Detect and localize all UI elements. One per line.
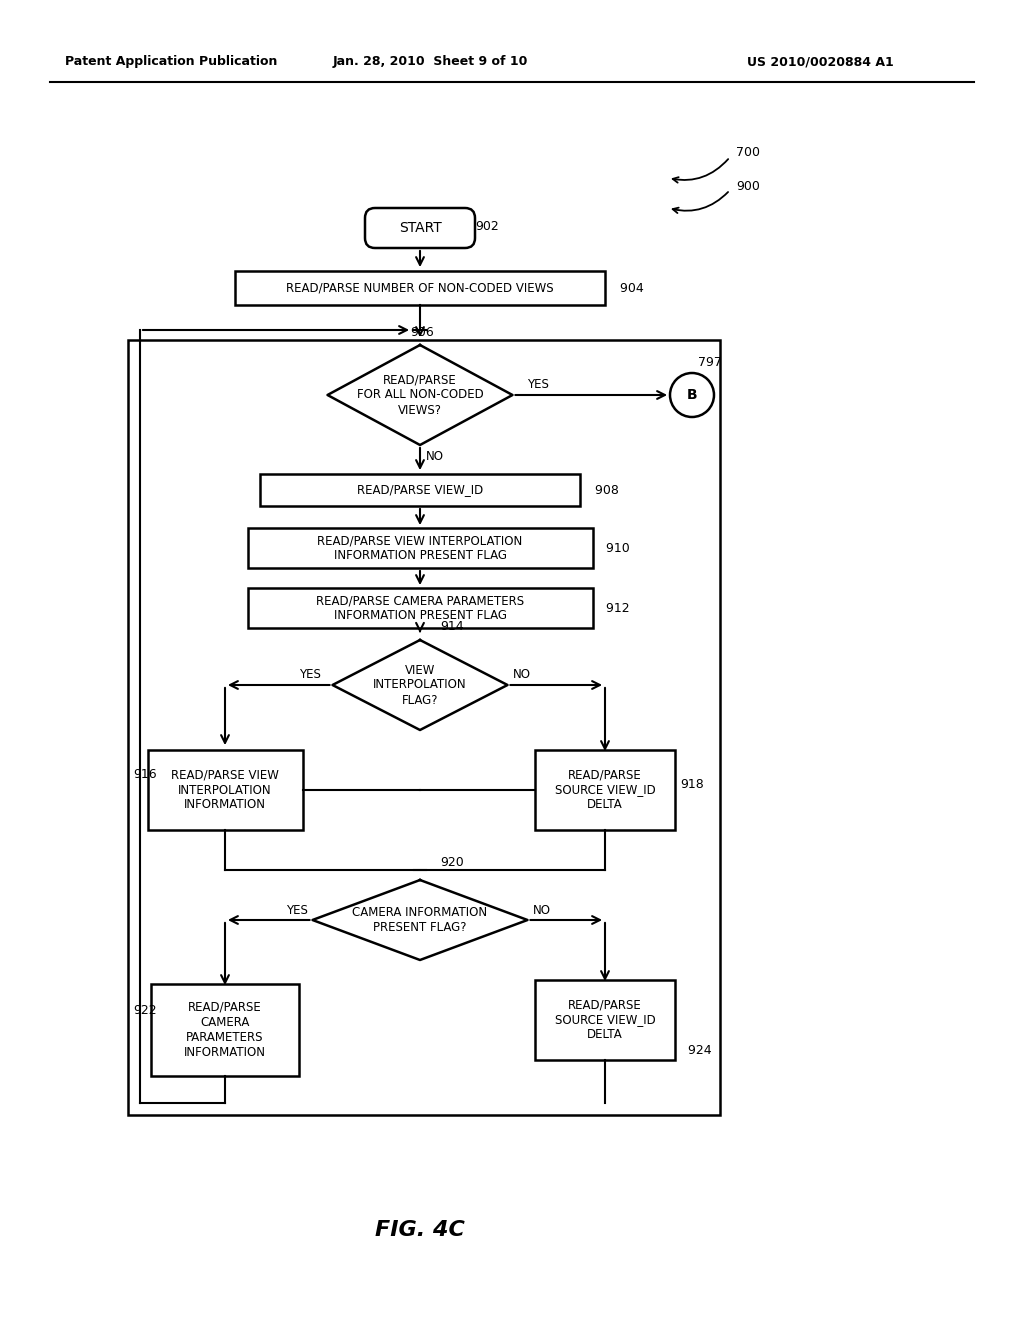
Text: 797: 797 [698,356,722,370]
FancyBboxPatch shape [248,528,593,568]
Text: READ/PARSE
SOURCE VIEW_ID
DELTA: READ/PARSE SOURCE VIEW_ID DELTA [555,768,655,812]
Text: 920: 920 [440,855,464,869]
Text: CAMERA INFORMATION
PRESENT FLAG?: CAMERA INFORMATION PRESENT FLAG? [352,906,487,935]
FancyBboxPatch shape [535,750,675,830]
FancyBboxPatch shape [535,979,675,1060]
Polygon shape [328,345,512,445]
Text: READ/PARSE VIEW INTERPOLATION
INFORMATION PRESENT FLAG: READ/PARSE VIEW INTERPOLATION INFORMATIO… [317,535,522,562]
FancyBboxPatch shape [260,474,580,506]
FancyBboxPatch shape [147,750,302,830]
Text: YES: YES [527,379,549,392]
Text: 918: 918 [680,779,703,792]
Text: Jan. 28, 2010  Sheet 9 of 10: Jan. 28, 2010 Sheet 9 of 10 [333,55,527,69]
Text: START: START [398,220,441,235]
Polygon shape [333,640,508,730]
Text: NO: NO [532,903,551,916]
FancyBboxPatch shape [128,341,720,1115]
Text: 922: 922 [133,1003,157,1016]
Text: 912: 912 [598,602,630,615]
Text: 900: 900 [736,180,760,193]
Polygon shape [312,880,527,960]
Text: READ/PARSE CAMERA PARAMETERS
INFORMATION PRESENT FLAG: READ/PARSE CAMERA PARAMETERS INFORMATION… [316,594,524,622]
FancyBboxPatch shape [365,209,475,248]
Text: VIEW
INTERPOLATION
FLAG?: VIEW INTERPOLATION FLAG? [373,664,467,706]
Text: FIG. 4C: FIG. 4C [375,1220,465,1239]
Text: 910: 910 [598,541,630,554]
Text: READ/PARSE VIEW
INTERPOLATION
INFORMATION: READ/PARSE VIEW INTERPOLATION INFORMATIO… [171,768,279,812]
Text: 906: 906 [410,326,434,339]
Text: READ/PARSE
SOURCE VIEW_ID
DELTA: READ/PARSE SOURCE VIEW_ID DELTA [555,998,655,1041]
Text: 916: 916 [133,768,157,781]
Text: READ/PARSE NUMBER OF NON-CODED VIEWS: READ/PARSE NUMBER OF NON-CODED VIEWS [286,281,554,294]
FancyBboxPatch shape [248,587,593,628]
Text: B: B [687,388,697,403]
Text: READ/PARSE
FOR ALL NON-CODED
VIEWS?: READ/PARSE FOR ALL NON-CODED VIEWS? [356,374,483,417]
Text: US 2010/0020884 A1: US 2010/0020884 A1 [746,55,893,69]
Text: 902: 902 [475,219,499,232]
Text: 904: 904 [612,281,644,294]
Text: YES: YES [286,903,307,916]
Text: READ/PARSE VIEW_ID: READ/PARSE VIEW_ID [357,483,483,496]
Text: Patent Application Publication: Patent Application Publication [65,55,278,69]
Text: READ/PARSE
CAMERA
PARAMETERS
INFORMATION: READ/PARSE CAMERA PARAMETERS INFORMATION [184,1001,266,1059]
FancyBboxPatch shape [151,983,299,1076]
Text: YES: YES [299,668,321,681]
Text: 914: 914 [440,620,464,634]
FancyBboxPatch shape [234,271,605,305]
Text: 908: 908 [587,483,618,496]
Circle shape [670,374,714,417]
Text: NO: NO [512,668,530,681]
Text: 700: 700 [736,147,760,160]
Text: 924: 924 [680,1044,712,1056]
Text: NO: NO [426,450,444,463]
